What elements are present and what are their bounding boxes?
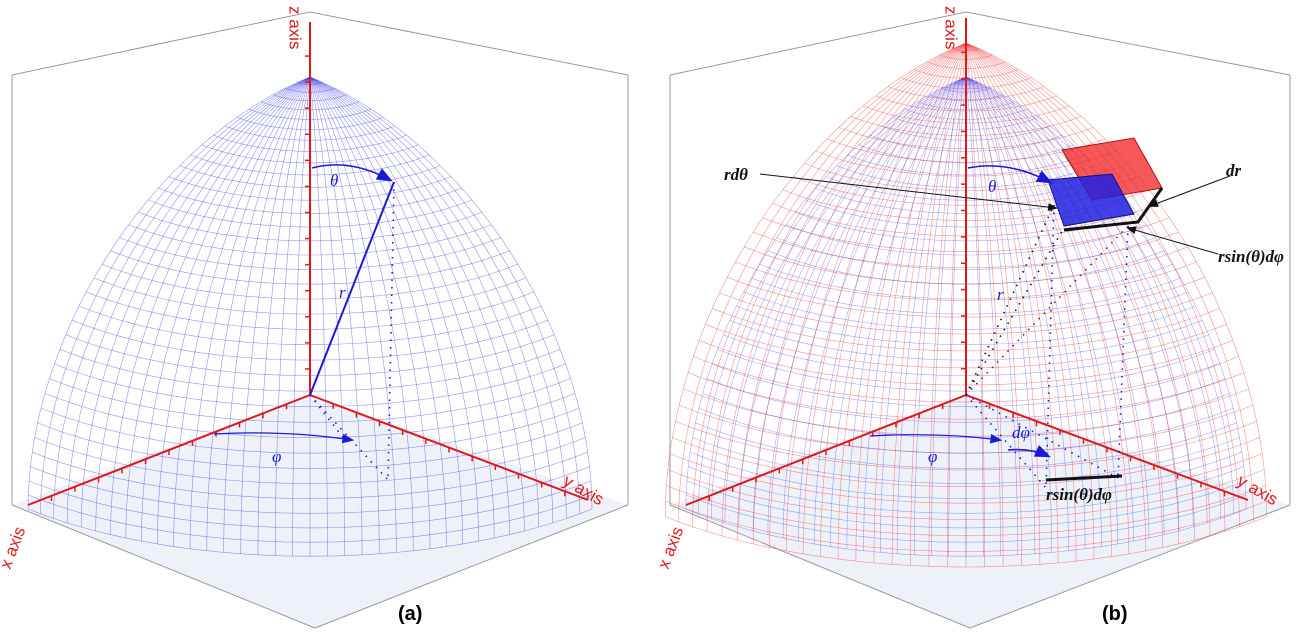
dr-leader xyxy=(1148,175,1231,207)
rsin-leader xyxy=(1126,226,1219,255)
axis-ticks xyxy=(708,51,1226,501)
panel-a: z axis x axis y axis θ φ r (a) xyxy=(0,6,629,629)
dphi-bottom-bar xyxy=(1045,474,1123,482)
panel-caption-b: (b) xyxy=(1102,603,1128,625)
rsin-theta-dphi-bottom-label: rsin(θ)dφ xyxy=(1046,485,1112,504)
rdtheta-leader xyxy=(759,173,1058,212)
rdtheta-label: rdθ xyxy=(724,165,748,184)
bounding-box xyxy=(11,11,629,629)
z-axis-label: z axis xyxy=(286,6,305,49)
theta-symbol: θ xyxy=(988,177,996,196)
r-symbol: r xyxy=(339,283,346,302)
bounding-box xyxy=(669,11,1291,629)
phi-arc xyxy=(869,433,1003,444)
theta-arc xyxy=(967,165,1053,184)
axis-ticks xyxy=(50,55,566,501)
phi-symbol: φ xyxy=(928,447,937,466)
volume-element-edge xyxy=(1063,187,1164,232)
projection-lines xyxy=(309,181,395,481)
floor-plane xyxy=(12,395,628,628)
panel-caption-a: (a) xyxy=(398,603,422,625)
theta-arc xyxy=(311,164,393,182)
rsin-theta-dphi-label: rsin(θ)dφ xyxy=(1218,247,1284,266)
theta-symbol: θ xyxy=(330,171,338,190)
floor-plane xyxy=(670,395,1290,628)
x-axis-label: x axis xyxy=(654,524,687,571)
projection-lines xyxy=(965,204,1129,489)
dphi-symbol: dφ xyxy=(1012,423,1030,442)
radius-vector xyxy=(309,181,395,396)
inner-surface-patch xyxy=(1047,173,1135,227)
x-axis-label: x axis xyxy=(0,524,29,571)
phi-symbol: φ xyxy=(272,447,281,466)
panel-b: z axis x axis y axis θ φ dφ r rdθ dr rsi… xyxy=(654,6,1291,629)
dr-label: dr xyxy=(1226,161,1242,180)
phi-arc xyxy=(213,432,355,444)
dphi-arc xyxy=(1007,444,1051,458)
z-axis-label: z axis xyxy=(942,6,961,49)
r-symbol: r xyxy=(997,285,1004,304)
